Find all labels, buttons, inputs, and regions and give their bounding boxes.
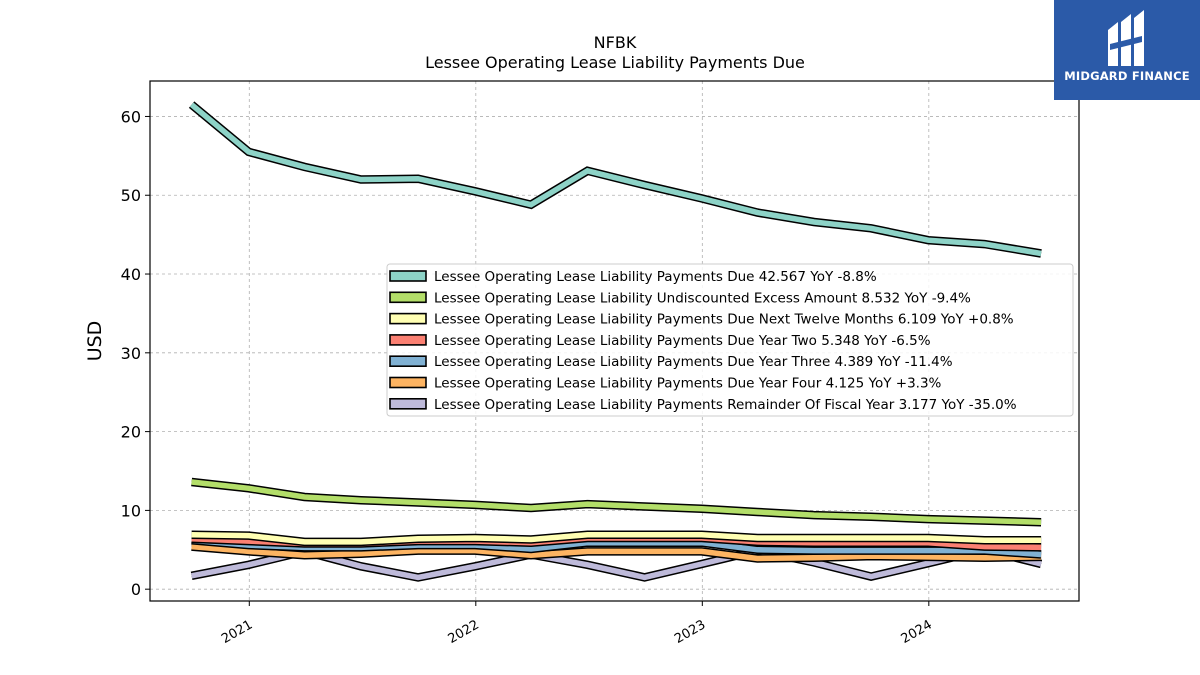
series-2: [191, 530, 1042, 547]
series-5: [191, 542, 1042, 563]
series-1: [191, 477, 1042, 527]
chart-title: NFBK: [594, 33, 637, 52]
x-tick-label: 2023: [672, 617, 708, 647]
legend-swatch: [389, 334, 427, 346]
y-axis: 0 10 20 30 40 50 60: [121, 107, 150, 599]
y-tick-label: 0: [131, 580, 141, 599]
x-tick-label: 2021: [219, 617, 255, 647]
plot-frame: [149, 80, 1080, 602]
brand-name: MIDGARD FINANCE: [1064, 69, 1190, 83]
legend-box: [386, 263, 1074, 417]
legend: Lessee Operating Lease Liability Payment…: [386, 263, 1074, 417]
x-tick-label: 2022: [446, 617, 482, 647]
legend-entry: Lessee Operating Lease Liability Payment…: [434, 312, 1014, 328]
y-tick-label: 20: [121, 423, 141, 442]
series-6: [190, 545, 1043, 582]
y-tick-label: 50: [121, 186, 141, 205]
y-tick-label: 30: [121, 344, 141, 363]
y-axis-label: USD: [84, 321, 106, 362]
legend-entry: Lessee Operating Lease Liability Payment…: [434, 269, 877, 285]
x-tick-label: 2024: [899, 617, 935, 647]
legend-swatch: [389, 355, 427, 368]
series-line: [189, 102, 1042, 257]
series-line: [191, 479, 1042, 525]
legend-swatch: [389, 397, 427, 410]
brand-logo: MIDGARD FINANCE: [1054, 0, 1200, 100]
legend-entry: Lessee Operating Lease Liability Undisco…: [434, 290, 971, 306]
series-line: [191, 546, 1042, 581]
legend-entry: Lessee Operating Lease Liability Payment…: [434, 397, 1017, 413]
legend-swatch: [389, 312, 427, 325]
y-tick-label: 40: [121, 265, 141, 284]
y-tick-label: 60: [121, 107, 141, 126]
y-tick-label: 10: [121, 501, 141, 520]
series-layer: [188, 101, 1043, 582]
series-0: [188, 101, 1042, 258]
brand-mark-icon: [1108, 10, 1144, 66]
series-line: [191, 532, 1042, 545]
legend-entry: Lessee Operating Lease Liability Payment…: [434, 376, 942, 392]
legend-entry: Lessee Operating Lease Liability Payment…: [434, 333, 931, 349]
chart-subtitle: Lessee Operating Lease Liability Payment…: [425, 53, 805, 72]
legend-swatch: [389, 376, 427, 389]
legend-swatch: [389, 291, 427, 304]
series-line: [191, 543, 1042, 562]
legend-swatch: [389, 270, 427, 282]
legend-entry: Lessee Operating Lease Liability Payment…: [434, 354, 953, 370]
x-axis: 2021 2022 2023 2024: [219, 601, 935, 647]
